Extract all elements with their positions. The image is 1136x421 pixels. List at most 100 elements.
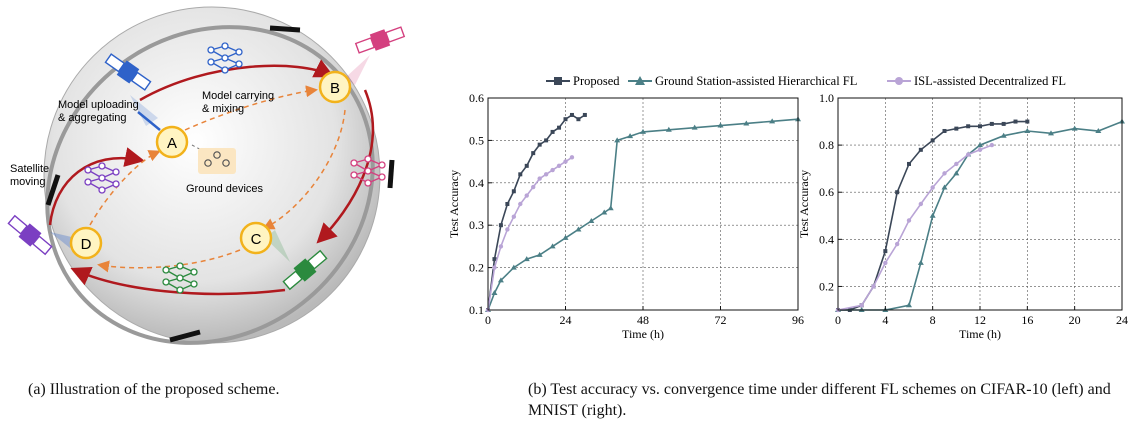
data-point [582,112,587,117]
node-c: C [239,221,273,255]
data-point [1001,121,1006,126]
y-tick-label: 0.6 [469,91,484,105]
data-point [497,277,504,283]
data-point [614,137,621,143]
data-point [1024,127,1031,133]
data-point [942,128,947,133]
x-tick-label: 0 [835,313,841,327]
data-point [906,302,912,308]
inner-loop-da [89,150,161,226]
svg-text:D: D [81,236,92,253]
data-point [1048,130,1054,136]
chart-cifar10: 0 24 48 72 96 0.1 0.2 0.3 0.4 0.5 0.6 Time (h) Test … [447,91,804,341]
data-point [569,112,574,117]
data-point [691,124,698,130]
y-tick-label: 0.2 [819,279,834,293]
data-point [575,226,582,232]
data-point [977,142,983,148]
data-point [640,128,646,134]
orbit-arrow-right [387,159,395,189]
data-point [569,155,575,160]
svg-text:C: C [251,231,262,248]
x-tick-label: 16 [1021,313,1033,327]
inner-loop-cd [97,249,241,273]
data-point [498,223,503,228]
y-tick-label: 0.8 [819,138,834,152]
x-tick-label: 4 [882,313,888,327]
data-point [518,172,523,177]
nn-icon-blue [207,42,243,74]
x-axis-label: Time (h) [959,327,1001,341]
data-point [907,161,911,166]
satellite-icon-purple [7,214,53,256]
data-point [859,303,864,308]
ground-devices-icon [198,148,236,174]
data-point [588,217,595,223]
data-point [550,167,555,173]
data-point [871,284,876,289]
x-tick-label: 20 [1069,313,1081,327]
nn-icon-green [162,262,198,294]
data-point [1000,132,1007,138]
svg-text:Ground Station-assisted Hierar: Ground Station-assisted Hierarchical FL [655,74,857,88]
label-satellite-1: Satellite [10,163,49,175]
data-point [978,124,982,129]
x-tick-label: 24 [1116,313,1128,327]
upload-arrow [137,111,161,131]
data-point [492,265,497,270]
y-tick-label: 0.4 [469,176,484,190]
x-tick-label: 8 [930,313,936,327]
data-point [531,151,536,156]
orbit-arrow-top [269,25,301,33]
data-point [895,190,900,195]
data-point [511,189,516,194]
data-point [510,264,517,270]
svg-text:Proposed: Proposed [573,74,620,88]
beam-purple [50,232,76,248]
y-tick-label: 0.4 [819,232,834,246]
data-point [627,133,634,139]
y-tick-label: 0.2 [469,261,484,275]
inner-loop-ab [184,85,318,131]
data-point [906,218,912,223]
beam-blue [130,95,158,126]
data-point [543,172,549,177]
data-point [717,122,724,128]
svg-text:B: B [330,80,340,97]
data-point [917,259,924,265]
data-point [989,121,994,126]
data-point [894,241,900,247]
satellite-icon-pink [354,26,406,54]
chart-mnist: 0 4 8 12 16 20 24 0.2 0.4 0.6 0.8 1.0 Time (h) Test A… [797,91,1128,341]
label-upload-1: Model uploading [58,99,139,111]
svg-text:ISL-assisted Decentralized FL: ISL-assisted Decentralized FL [914,74,1066,88]
svg-text:A: A [167,135,177,152]
y-axis-label: Test Accuracy [447,170,461,238]
data-point [965,152,971,157]
y-axis-label: Test Accuracy [797,170,811,238]
label-ground-devices: Ground devices [186,183,264,195]
scheme-illustration: A B C D Model uploading & aggregating Mo… [7,6,406,345]
node-b: B [318,70,352,104]
data-point [524,163,529,168]
data-point [549,243,556,249]
data-point [1095,127,1102,133]
y-tick-label: 1.0 [819,91,834,105]
data-point [557,125,562,130]
data-point [930,185,935,190]
data-point [989,142,995,148]
satellite-icon-green [282,249,328,291]
orbit-red-left [48,147,145,226]
data-point [942,171,947,176]
data-point [929,212,936,218]
data-point [883,260,888,266]
chart-legend: Proposed Ground Station-assisted Hierarc… [546,74,1066,88]
data-point [563,159,568,164]
earth-sphere [43,6,381,344]
data-point [550,129,555,134]
data-point [954,126,959,131]
data-point [966,124,971,129]
y-tick-label: 0.5 [469,133,484,147]
data-point [562,234,569,240]
series-line-0 [487,114,586,311]
